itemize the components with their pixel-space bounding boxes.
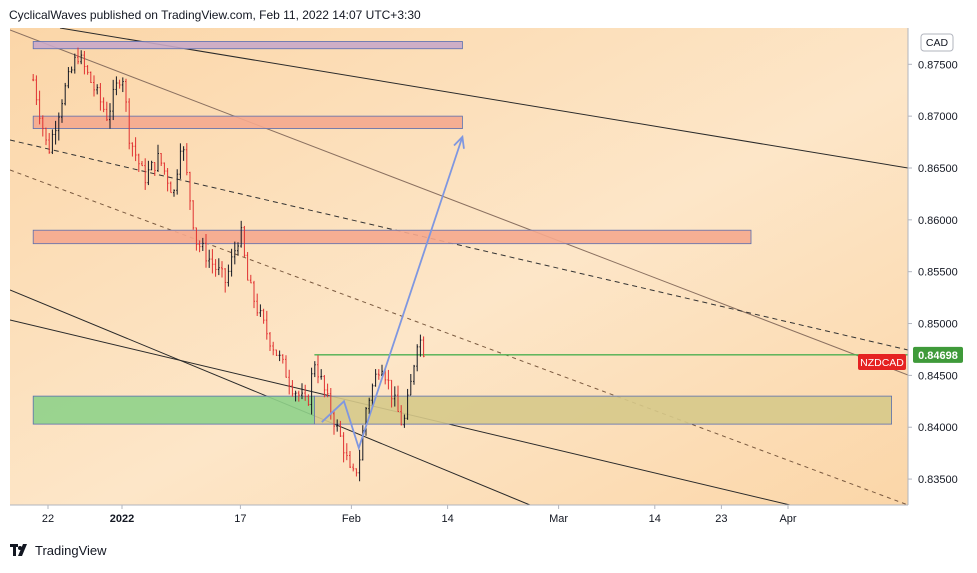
time-tick-label: Apr xyxy=(779,513,796,525)
price-tick-label: 0.84500 xyxy=(918,370,958,382)
price-zone-4 xyxy=(313,395,893,425)
brand-footer[interactable]: TradingView xyxy=(10,543,107,558)
plot-background xyxy=(10,28,908,505)
plot-fill xyxy=(10,28,908,505)
time-tick-label: Feb xyxy=(342,513,361,525)
time-tick-label: 23 xyxy=(715,513,727,525)
price-zone-0 xyxy=(32,41,463,50)
channel-upper-line xyxy=(59,28,908,169)
time-tick-label: Mar xyxy=(549,513,568,525)
price-tick-label: 0.87000 xyxy=(918,111,958,123)
price-tick-label: 0.85000 xyxy=(918,319,958,331)
publish-info: CyclicalWaves published on TradingView.c… xyxy=(9,8,421,22)
current-price-text: 0.84698 xyxy=(918,350,958,362)
projection-path xyxy=(321,136,464,451)
time-tick-label: 14 xyxy=(441,513,453,525)
dashed-trend-line xyxy=(10,139,908,351)
price-tick-label: 0.84000 xyxy=(918,422,958,434)
currency-text: CAD xyxy=(926,37,949,49)
price-zone-1 xyxy=(32,115,463,129)
time-tick-label: 2022 xyxy=(110,513,134,525)
plot-layer xyxy=(10,28,908,505)
current-price-label: 0.84698 xyxy=(913,346,963,363)
symbol-text: NZDCAD xyxy=(860,357,904,369)
brand-name: TradingView xyxy=(35,543,107,558)
time-tick-label: 17 xyxy=(234,513,246,525)
time-tick-label: 22 xyxy=(42,513,54,525)
currency-label: CAD xyxy=(920,33,954,52)
price-tick-label: 0.83500 xyxy=(918,474,958,486)
time-axis[interactable]: 22 2022 17 Feb 14 Mar 14 23 Apr xyxy=(42,505,797,525)
channel-mid-line xyxy=(10,29,908,376)
price-tick-label: 0.87500 xyxy=(918,59,958,71)
price-axis[interactable]: 0.87500 0.87000 0.86500 0.86000 0.85500 0.850… xyxy=(908,59,958,486)
price-tick-label: 0.86000 xyxy=(918,215,958,227)
arrow-head xyxy=(453,134,465,149)
price-zones xyxy=(32,41,893,425)
price-zone-3 xyxy=(32,395,315,425)
time-tick-label: 14 xyxy=(649,513,661,525)
price-zone-2 xyxy=(32,229,752,245)
projection-arrow xyxy=(321,134,465,451)
candlesticks xyxy=(32,47,425,482)
tradingview-logo-icon xyxy=(10,543,27,556)
symbol-label: NZDCAD xyxy=(858,354,906,370)
price-tick-label: 0.86500 xyxy=(918,163,958,175)
price-tick-label: 0.85500 xyxy=(918,267,958,279)
